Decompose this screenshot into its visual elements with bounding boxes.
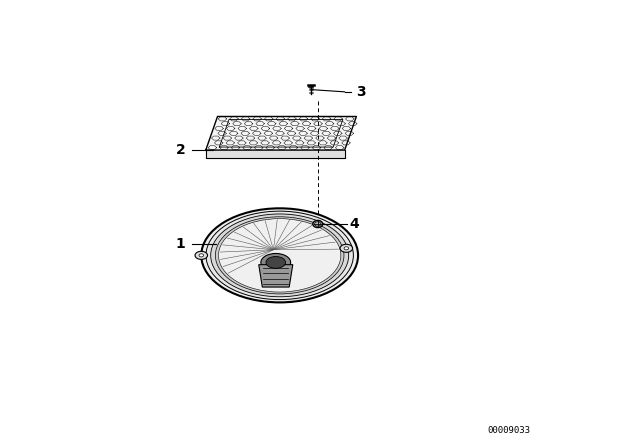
Polygon shape: [259, 265, 292, 287]
Ellipse shape: [218, 219, 341, 292]
Ellipse shape: [211, 214, 349, 297]
Ellipse shape: [344, 247, 349, 250]
Ellipse shape: [340, 244, 353, 252]
Polygon shape: [206, 116, 356, 150]
Polygon shape: [206, 150, 344, 158]
Text: 2: 2: [176, 143, 186, 157]
Ellipse shape: [216, 217, 344, 294]
Text: 4: 4: [349, 217, 359, 231]
Ellipse shape: [199, 254, 204, 257]
Text: 3: 3: [356, 85, 365, 99]
Ellipse shape: [313, 220, 323, 228]
Ellipse shape: [201, 208, 358, 302]
Text: 00009033: 00009033: [488, 426, 531, 435]
Ellipse shape: [266, 257, 285, 268]
Ellipse shape: [206, 211, 353, 300]
Ellipse shape: [261, 254, 291, 271]
Ellipse shape: [195, 251, 207, 259]
Text: 1: 1: [176, 237, 186, 251]
